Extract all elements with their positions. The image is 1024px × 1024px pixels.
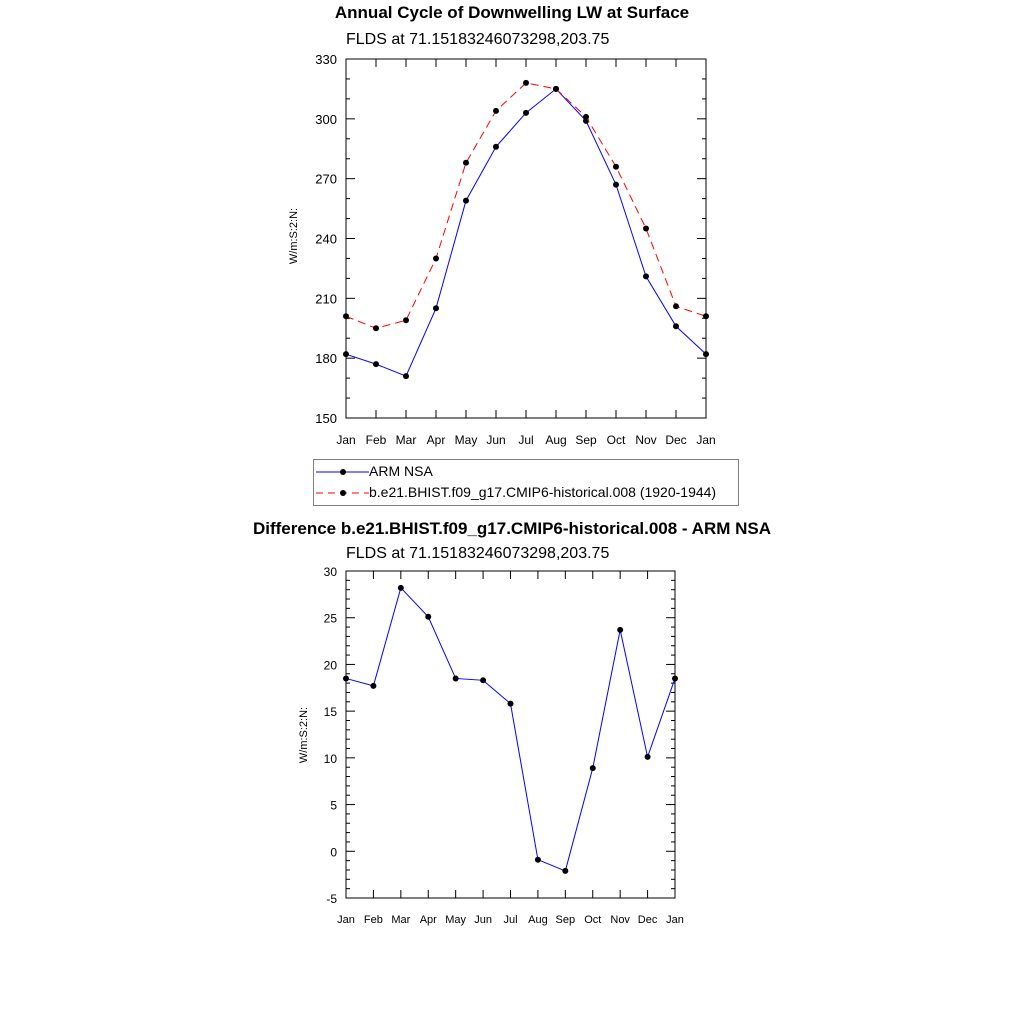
data-point-0 (644, 753, 651, 760)
data-point-1 (673, 303, 679, 310)
y-tick-label: 180 (315, 351, 337, 366)
x-tick-label: Nov (635, 433, 656, 447)
data-point-1 (613, 163, 619, 170)
data-point-0 (343, 351, 349, 358)
x-tick-label: Jan (336, 433, 355, 447)
x-tick-label: Dec (638, 914, 658, 926)
data-point-0 (463, 197, 469, 204)
data-point-0 (523, 109, 529, 116)
x-tick-label: Feb (366, 433, 387, 447)
x-tick-label: Nov (610, 914, 630, 926)
data-point-1 (433, 255, 439, 262)
y-tick-label: 30 (324, 565, 338, 579)
data-point-0 (617, 626, 624, 633)
data-point-0 (673, 323, 679, 330)
data-point-1 (553, 85, 559, 92)
x-tick-label: Apr (427, 433, 446, 447)
x-tick-label: Oct (584, 914, 601, 926)
data-point-1 (643, 225, 649, 232)
x-tick-label: Jan (337, 914, 355, 926)
x-tick-label: Dec (665, 433, 686, 447)
y-tick-label: 240 (315, 232, 337, 247)
y-tick-label: -5 (326, 892, 337, 906)
legend-label-model: b.e21.BHIST.f09_g17.CMIP6-historical.008… (369, 484, 717, 500)
data-point-0 (493, 143, 499, 150)
top-chart-legend: ARM NSA b.e21.BHIST.f09_g17.CMIP6-histor… (313, 459, 739, 506)
y-tick-label: 270 (315, 172, 337, 187)
x-tick-label: Mar (391, 914, 410, 926)
data-point-0 (452, 675, 459, 682)
data-point-0 (672, 675, 678, 682)
y-tick-label: 0 (330, 845, 337, 859)
plot-frame (345, 570, 676, 899)
y-tick-label: 300 (315, 112, 337, 127)
x-tick-label: Jun (486, 433, 505, 447)
x-tick-label: Jan (696, 433, 715, 447)
data-point-0 (373, 361, 379, 368)
x-tick-label: Sep (575, 433, 597, 447)
y-tick-label: 330 (315, 52, 337, 67)
y-tick-label: 10 (324, 752, 338, 766)
y-tick-label: 5 (330, 799, 337, 813)
data-point-1 (403, 317, 409, 324)
y-tick-label: 210 (315, 291, 337, 306)
data-point-0 (403, 373, 409, 380)
data-point-0 (562, 867, 569, 874)
x-tick-label: Sep (556, 914, 576, 926)
data-point-0 (343, 675, 349, 682)
x-tick-label: Apr (420, 914, 437, 926)
legend-label-arm-nsa: ARM NSA (369, 463, 433, 479)
data-point-1 (583, 113, 589, 120)
x-tick-label: Oct (607, 433, 626, 447)
legend-swatch-solid (316, 469, 369, 475)
legend-swatch-dashed (316, 490, 369, 496)
data-point-0 (397, 584, 404, 591)
x-tick-label: May (455, 433, 478, 447)
data-point-0 (589, 765, 596, 772)
x-tick-label: Aug (545, 433, 566, 447)
x-tick-label: Jul (503, 914, 517, 926)
data-point-0 (613, 181, 619, 188)
data-point-1 (343, 313, 349, 320)
y-tick-label: 20 (324, 658, 338, 672)
data-point-0 (534, 856, 541, 863)
bottom-chart-title: Difference b.e21.BHIST.f09_g17.CMIP6-his… (252, 519, 772, 538)
y-tick-label: 150 (315, 411, 337, 426)
x-tick-label: Jul (518, 433, 533, 447)
data-point-0 (425, 613, 432, 620)
x-tick-label: Jun (474, 914, 492, 926)
x-tick-label: Jan (666, 914, 684, 926)
data-point-1 (373, 325, 379, 332)
data-point-0 (507, 700, 514, 707)
x-tick-label: Aug (528, 914, 548, 926)
data-point-1 (523, 79, 529, 86)
bottom-chart-subtitle: FLDS at 71.15183246073298,203.75 (346, 545, 610, 562)
data-point-0 (703, 351, 709, 358)
data-point-0 (480, 677, 487, 684)
top-chart-title: Annual Cycle of Downwelling LW at Surfac… (334, 3, 690, 22)
x-tick-label: Mar (396, 433, 417, 447)
x-tick-label: May (445, 914, 466, 926)
data-point-0 (433, 305, 439, 312)
data-point-0 (643, 273, 649, 280)
y-tick-label: 15 (324, 705, 338, 719)
data-point-1 (463, 159, 469, 166)
data-point-1 (703, 313, 709, 320)
top-chart-subtitle: FLDS at 71.15183246073298,203.75 (346, 31, 610, 48)
y-tick-label: 25 (324, 612, 338, 626)
data-point-0 (370, 682, 377, 689)
x-tick-label: Feb (364, 914, 383, 926)
data-point-1 (493, 107, 499, 114)
series-line-0 (345, 586, 676, 872)
